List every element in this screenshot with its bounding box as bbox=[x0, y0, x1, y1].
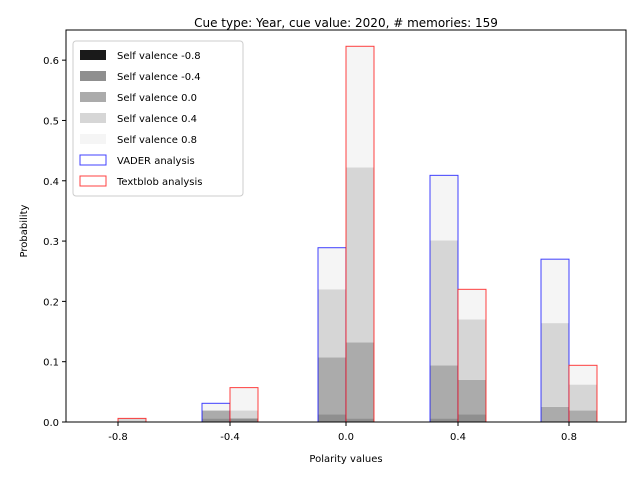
vader-stack-bar bbox=[430, 240, 458, 366]
legend-label: Self valence 0.8 bbox=[117, 135, 197, 146]
y-tick-label: 0.4 bbox=[43, 177, 59, 188]
vader-stack-bar bbox=[318, 414, 346, 422]
textblob-stack-bar bbox=[458, 414, 486, 422]
legend-swatch bbox=[80, 134, 106, 144]
x-tick-label: 0.0 bbox=[338, 432, 354, 443]
textblob-stack-bar bbox=[230, 387, 258, 411]
x-axis: -0.8 -0.4 0.0 0.4 0.8 bbox=[108, 422, 577, 443]
y-tick-label: 0.2 bbox=[43, 297, 59, 308]
vader-stack-bar bbox=[430, 418, 458, 422]
x-tick-label: -0.8 bbox=[108, 432, 128, 443]
textblob-stack-bar bbox=[118, 418, 146, 422]
y-tick-label: 0.3 bbox=[43, 237, 59, 248]
legend: Self valence -0.8 Self valence -0.4 Self v… bbox=[72, 40, 244, 197]
y-axis: 0.0 0.1 0.2 0.3 0.4 0.5 0.6 bbox=[43, 56, 66, 429]
textblob-stack-bar bbox=[569, 384, 597, 411]
legend-label: Self valence 0.4 bbox=[117, 114, 197, 125]
x-tick-label: 0.4 bbox=[450, 432, 466, 443]
textblob-stack-bar bbox=[230, 418, 258, 422]
legend-swatch bbox=[80, 92, 106, 102]
bars-layer bbox=[117, 45, 598, 423]
vader-stack-bar bbox=[541, 323, 569, 407]
legend-swatch bbox=[80, 113, 106, 123]
y-tick-label: 0.5 bbox=[43, 116, 59, 127]
vader-stack-bar bbox=[202, 418, 230, 422]
vader-stack-bar bbox=[430, 365, 458, 419]
y-tick-label: 0.1 bbox=[43, 358, 59, 369]
vader-stack-bar bbox=[202, 403, 230, 411]
legend-swatch bbox=[80, 71, 106, 81]
legend-label: Self valence 0.0 bbox=[117, 93, 197, 104]
textblob-stack-bar bbox=[569, 410, 597, 422]
legend-box bbox=[72, 40, 244, 197]
textblob-stack-bar bbox=[346, 418, 374, 422]
vader-stack-bar bbox=[318, 289, 346, 358]
vader-stack-bar bbox=[541, 406, 569, 422]
textblob-stack-bar bbox=[346, 167, 374, 343]
vader-stack-bar bbox=[202, 410, 230, 419]
vader-stack-bar bbox=[541, 259, 569, 324]
textblob-stack-bar bbox=[458, 379, 486, 415]
x-tick-label: -0.4 bbox=[220, 432, 240, 443]
y-axis-label: Probability bbox=[19, 204, 30, 257]
textblob-stack-bar bbox=[458, 319, 486, 380]
legend-swatch bbox=[79, 154, 107, 166]
y-tick-label: 0.6 bbox=[43, 56, 59, 67]
textblob-stack-bar bbox=[346, 46, 374, 168]
y-tick-label: 0.0 bbox=[43, 418, 59, 429]
vader-stack-bar bbox=[318, 357, 346, 415]
textblob-stack-bar bbox=[458, 289, 486, 320]
vader-stack-bar bbox=[430, 175, 458, 241]
legend-swatch bbox=[80, 50, 106, 60]
x-axis-label: Polarity values bbox=[309, 454, 382, 465]
textblob-stack-bar bbox=[346, 342, 374, 419]
legend-swatch bbox=[79, 175, 107, 187]
x-tick-label: 0.8 bbox=[561, 432, 577, 443]
legend-label: Self valence -0.4 bbox=[117, 72, 201, 83]
textblob-stack-bar bbox=[569, 365, 597, 385]
legend-label: Textblob analysis bbox=[116, 177, 202, 188]
legend-label: Self valence -0.8 bbox=[117, 51, 201, 62]
chart-title: Cue type: Year, cue value: 2020, # memor… bbox=[194, 16, 498, 30]
vader-stack-bar bbox=[318, 247, 346, 290]
textblob-stack-bar bbox=[230, 410, 258, 419]
legend-label: VADER analysis bbox=[117, 156, 195, 167]
